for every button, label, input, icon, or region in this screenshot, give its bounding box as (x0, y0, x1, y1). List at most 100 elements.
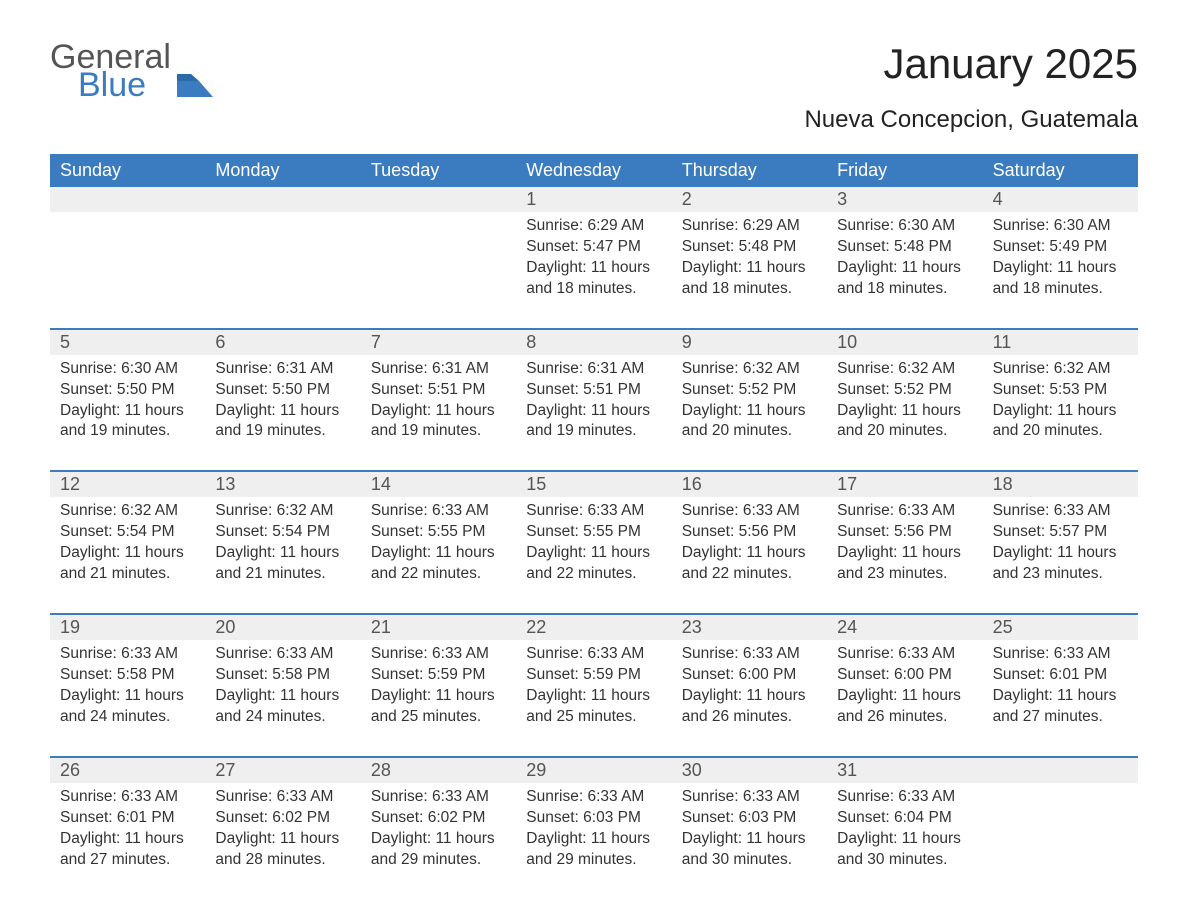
daylight-line: Daylight: 11 hours and 25 minutes. (371, 686, 506, 728)
day-number: 21 (361, 615, 516, 640)
day-cell: 12Sunrise: 6:32 AMSunset: 5:54 PMDayligh… (50, 472, 205, 591)
day-number: 19 (50, 615, 205, 640)
daylight-line: Daylight: 11 hours and 20 minutes. (682, 401, 817, 443)
week-row: 5Sunrise: 6:30 AMSunset: 5:50 PMDaylight… (50, 328, 1138, 449)
day-cell: 7Sunrise: 6:31 AMSunset: 5:51 PMDaylight… (361, 330, 516, 449)
daylight-line: Daylight: 11 hours and 22 minutes. (371, 543, 506, 585)
day-cell: 31Sunrise: 6:33 AMSunset: 6:04 PMDayligh… (827, 758, 982, 877)
sunset-line: Sunset: 5:55 PM (371, 522, 506, 543)
daylight-line: Daylight: 11 hours and 21 minutes. (215, 543, 350, 585)
day-cell: 22Sunrise: 6:33 AMSunset: 5:59 PMDayligh… (516, 615, 671, 734)
daylight-line: Daylight: 11 hours and 27 minutes. (993, 686, 1128, 728)
day-number: 11 (983, 330, 1138, 355)
sunset-line: Sunset: 5:55 PM (526, 522, 661, 543)
daylight-line: Daylight: 11 hours and 21 minutes. (60, 543, 195, 585)
sunrise-line: Sunrise: 6:33 AM (526, 644, 661, 665)
day-cell: 26Sunrise: 6:33 AMSunset: 6:01 PMDayligh… (50, 758, 205, 877)
week-row: 1Sunrise: 6:29 AMSunset: 5:47 PMDaylight… (50, 187, 1138, 306)
day-number: 31 (827, 758, 982, 783)
days-of-week-row: SundayMondayTuesdayWednesdayThursdayFrid… (50, 154, 1138, 187)
daylight-line: Daylight: 11 hours and 26 minutes. (682, 686, 817, 728)
daylight-line: Daylight: 11 hours and 27 minutes. (60, 829, 195, 871)
dow-cell: Tuesday (361, 154, 516, 187)
page-subtitle: Nueva Concepcion, Guatemala (804, 106, 1138, 134)
day-cell: 25Sunrise: 6:33 AMSunset: 6:01 PMDayligh… (983, 615, 1138, 734)
dow-cell: Wednesday (516, 154, 671, 187)
logo: General Blue (50, 40, 213, 102)
sunrise-line: Sunrise: 6:33 AM (837, 501, 972, 522)
sunrise-line: Sunrise: 6:31 AM (526, 359, 661, 380)
sunset-line: Sunset: 5:58 PM (60, 665, 195, 686)
day-number: 13 (205, 472, 360, 497)
daylight-line: Daylight: 11 hours and 18 minutes. (526, 258, 661, 300)
day-number: 3 (827, 187, 982, 212)
sunset-line: Sunset: 6:02 PM (371, 808, 506, 829)
dow-cell: Saturday (983, 154, 1138, 187)
daylight-line: Daylight: 11 hours and 20 minutes. (837, 401, 972, 443)
daylight-line: Daylight: 11 hours and 22 minutes. (526, 543, 661, 585)
daylight-line: Daylight: 11 hours and 25 minutes. (526, 686, 661, 728)
day-cell: 16Sunrise: 6:33 AMSunset: 5:56 PMDayligh… (672, 472, 827, 591)
day-number: 30 (672, 758, 827, 783)
day-cell: 27 Sunrise: 6:33 AMSunset: 6:02 PMDayligh… (205, 758, 360, 877)
daylight-line: Daylight: 11 hours and 29 minutes. (371, 829, 506, 871)
calendar: SundayMondayTuesdayWednesdayThursdayFrid… (50, 154, 1138, 876)
day-cell: 24Sunrise: 6:33 AMSunset: 6:00 PMDayligh… (827, 615, 982, 734)
day-cell: 13Sunrise: 6:32 AMSunset: 5:54 PMDayligh… (205, 472, 360, 591)
day-cell (361, 187, 516, 306)
sunset-line: Sunset: 5:50 PM (60, 380, 195, 401)
daylight-line: Daylight: 11 hours and 18 minutes. (837, 258, 972, 300)
day-cell (205, 187, 360, 306)
sunset-line: Sunset: 6:01 PM (60, 808, 195, 829)
day-number: 10 (827, 330, 982, 355)
sunset-line: Sunset: 6:03 PM (526, 808, 661, 829)
sunset-line: Sunset: 6:01 PM (993, 665, 1128, 686)
week-row: 26Sunrise: 6:33 AMSunset: 6:01 PMDayligh… (50, 756, 1138, 877)
daylight-line: Daylight: 11 hours and 19 minutes. (526, 401, 661, 443)
day-cell: 11Sunrise: 6:32 AMSunset: 5:53 PMDayligh… (983, 330, 1138, 449)
sunset-line: Sunset: 5:49 PM (993, 237, 1128, 258)
sunset-line: Sunset: 5:54 PM (60, 522, 195, 543)
day-number: 24 (827, 615, 982, 640)
sunrise-line: Sunrise: 6:33 AM (215, 787, 350, 808)
dow-cell: Thursday (672, 154, 827, 187)
sunrise-line: Sunrise: 6:33 AM (837, 787, 972, 808)
day-number: 27 (205, 758, 360, 783)
day-number: 23 (672, 615, 827, 640)
daylight-line: Daylight: 11 hours and 24 minutes. (215, 686, 350, 728)
sunset-line: Sunset: 5:59 PM (371, 665, 506, 686)
sunset-line: Sunset: 6:03 PM (682, 808, 817, 829)
day-cell: 28 Sunrise: 6:33 AMSunset: 6:02 PMDayligh… (361, 758, 516, 877)
sunrise-line: Sunrise: 6:29 AM (526, 216, 661, 237)
sunset-line: Sunset: 5:48 PM (682, 237, 817, 258)
sunrise-line: Sunrise: 6:33 AM (526, 787, 661, 808)
sunrise-line: Sunrise: 6:30 AM (993, 216, 1128, 237)
sunrise-line: Sunrise: 6:33 AM (526, 501, 661, 522)
page: General Blue January 2025 Nueva Concepci… (0, 0, 1188, 918)
day-cell: 4Sunrise: 6:30 AMSunset: 5:49 PMDaylight… (983, 187, 1138, 306)
sunrise-line: Sunrise: 6:33 AM (60, 787, 195, 808)
daylight-line: Daylight: 11 hours and 28 minutes. (215, 829, 350, 871)
day-number: 29 (516, 758, 671, 783)
sunrise-line: Sunrise: 6:33 AM (371, 787, 506, 808)
daylight-line: Daylight: 11 hours and 30 minutes. (682, 829, 817, 871)
day-cell (983, 758, 1138, 877)
week-row: 12Sunrise: 6:32 AMSunset: 5:54 PMDayligh… (50, 470, 1138, 591)
sunset-line: Sunset: 5:50 PM (215, 380, 350, 401)
sunrise-line: Sunrise: 6:33 AM (682, 787, 817, 808)
day-number: 5 (50, 330, 205, 355)
daylight-line: Daylight: 11 hours and 26 minutes. (837, 686, 972, 728)
daylight-line: Daylight: 11 hours and 18 minutes. (682, 258, 817, 300)
dow-cell: Friday (827, 154, 982, 187)
day-number (205, 187, 360, 212)
daylight-line: Daylight: 11 hours and 22 minutes. (682, 543, 817, 585)
dow-cell: Sunday (50, 154, 205, 187)
daylight-line: Daylight: 11 hours and 30 minutes. (837, 829, 972, 871)
sunset-line: Sunset: 6:02 PM (215, 808, 350, 829)
sunset-line: Sunset: 5:56 PM (837, 522, 972, 543)
day-cell: 17Sunrise: 6:33 AMSunset: 5:56 PMDayligh… (827, 472, 982, 591)
daylight-line: Daylight: 11 hours and 19 minutes. (215, 401, 350, 443)
sunrise-line: Sunrise: 6:33 AM (371, 644, 506, 665)
day-number: 28 (361, 758, 516, 783)
sunrise-line: Sunrise: 6:33 AM (682, 644, 817, 665)
